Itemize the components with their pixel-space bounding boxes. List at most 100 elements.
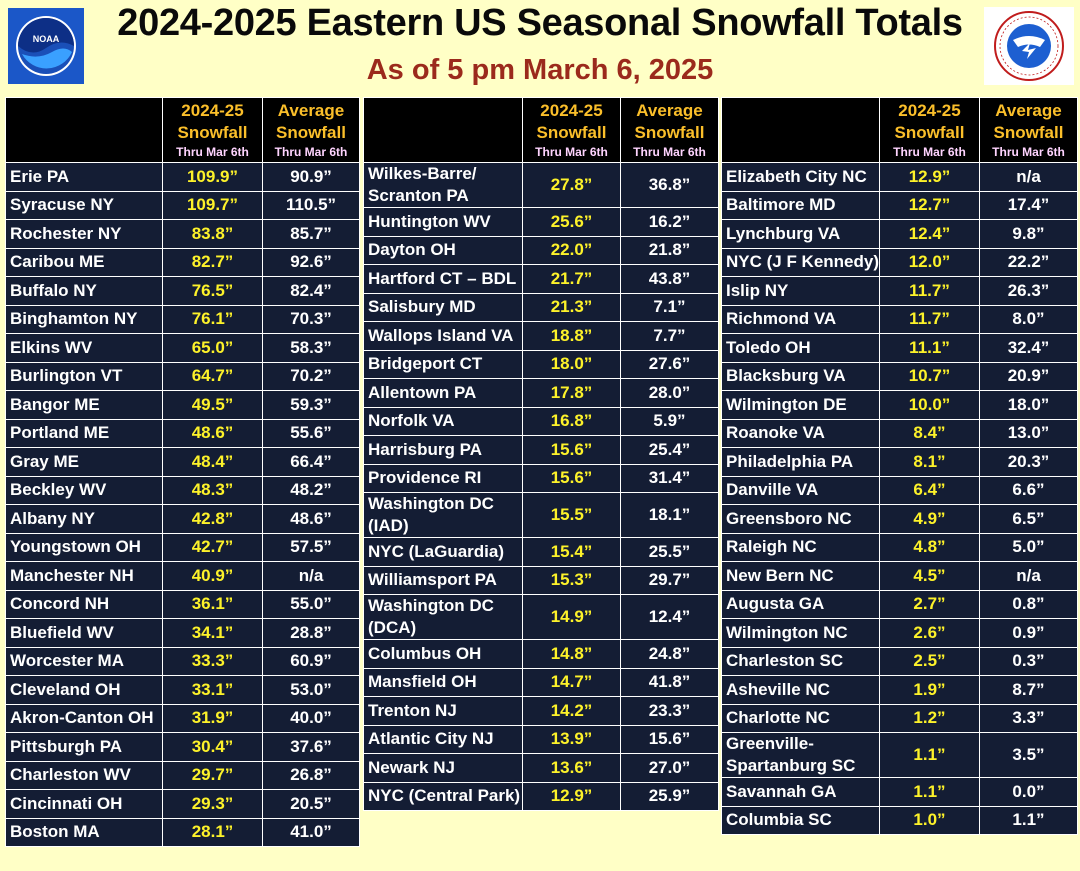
current-snowfall-cell: 15.4” [522,537,621,567]
average-snowfall-cell: 41.0” [262,817,360,847]
city-cell: Newark NJ [363,753,523,783]
table-row: Islip NY 11.7” 26.3” [721,276,1078,306]
current-snowfall-cell: 15.6” [522,463,621,493]
table-row: Erie PA 109.9” 90.9” [5,162,360,192]
current-snowfall-cell: 40.9” [162,561,263,591]
current-snowfall-cell: 64.7” [162,361,263,391]
current-snowfall-cell: 21.3” [522,292,621,322]
current-snowfall-cell: 65.0” [162,333,263,363]
city-cell: NYC (LaGuardia) [363,537,523,567]
table-row: Wilmington NC 2.6” 0.9” [721,618,1078,648]
table-row: Dayton OH 22.0” 21.8” [363,235,719,265]
average-snowfall-cell: 66.4” [262,447,360,477]
average-snowfall-cell: 70.3” [262,304,360,334]
city-cell: Beckley WV [5,475,163,505]
average-snowfall-cell: 60.9” [262,646,360,676]
table-row: Columbia SC 1.0” 1.1” [721,805,1078,835]
table-row: Cincinnati OH 29.3” 20.5” [5,789,360,819]
average-snowfall-cell: 0.8” [979,589,1078,619]
table-row: Washington DC (IAD) 15.5” 18.1” [363,492,719,538]
average-snowfall-cell: 8.0” [979,304,1078,334]
table-row: Danville VA 6.4” 6.6” [721,475,1078,505]
nws-logo [984,7,1074,85]
average-snowfall-cell: 20.9” [979,361,1078,391]
current-snowfall-cell: 31.9” [162,703,263,733]
table-row: Washington DC (DCA) 14.9” 12.4” [363,594,719,640]
table-row: Greensboro NC 4.9” 6.5” [721,504,1078,534]
city-cell: Blacksburg VA [721,361,880,391]
city-cell: Savannah GA [721,777,880,807]
table-row: Burlington VT 64.7” 70.2” [5,361,360,391]
table-row: Charleston SC 2.5” 0.3” [721,646,1078,676]
table-row: Savannah GA 1.1” 0.0” [721,777,1078,807]
current-snowfall-cell: 11.7” [879,304,980,334]
average-snowfall-cell: 55.6” [262,418,360,448]
table-header-row: 2024-25 Snowfall Thru Mar 6th Average Sn… [363,97,719,163]
current-snowfall-cell: 82.7” [162,247,263,277]
average-snowfall-cell: 25.9” [620,781,719,811]
city-cell: Concord NH [5,589,163,619]
average-snowfall-cell: 28.8” [262,618,360,648]
current-snowfall-cell: 29.7” [162,760,263,790]
city-cell: Wilmington NC [721,618,880,648]
table-row: Boston MA 28.1” 41.0” [5,817,360,847]
table-row: Buffalo NY 76.5” 82.4” [5,276,360,306]
header-current-snowfall: 2024-25 Snowfall Thru Mar 6th [879,97,980,163]
average-snowfall-cell: 27.0” [620,753,719,783]
current-snowfall-cell: 22.0” [522,235,621,265]
average-snowfall-cell: 32.4” [979,333,1078,363]
city-cell: Washington DC (IAD) [363,492,523,538]
current-snowfall-cell: 76.5” [162,276,263,306]
current-snowfall-cell: 1.0” [879,805,980,835]
page-title: 2024-2025 Eastern US Seasonal Snowfall T… [117,2,963,44]
city-cell: Rochester NY [5,219,163,249]
average-snowfall-cell: 9.8” [979,219,1078,249]
average-snowfall-cell: 48.2” [262,475,360,505]
city-cell: Raleigh NC [721,532,880,562]
table-row: Beckley WV 48.3” 48.2” [5,475,360,505]
table-row: Charlotte NC 1.2” 3.3” [721,703,1078,733]
table-row: Richmond VA 11.7” 8.0” [721,304,1078,334]
current-snowfall-cell: 18.8” [522,321,621,351]
city-cell: NYC (Central Park) [363,781,523,811]
average-snowfall-cell: 37.6” [262,732,360,762]
average-snowfall-cell: 8.7” [979,675,1078,705]
average-snowfall-cell: 92.6” [262,247,360,277]
city-cell: Providence RI [363,463,523,493]
current-snowfall-cell: 4.9” [879,504,980,534]
current-snowfall-cell: 30.4” [162,732,263,762]
city-cell: Washington DC (DCA) [363,594,523,640]
current-snowfall-cell: 15.5” [522,492,621,538]
city-cell: Allentown PA [363,378,523,408]
svg-text:NOAA: NOAA [33,34,60,44]
city-cell: Bluefield WV [5,618,163,648]
header-average-snowfall: Average Snowfall Thru Mar 6th [979,97,1078,163]
city-cell: Portland ME [5,418,163,448]
table-row: Pittsburgh PA 30.4” 37.6” [5,732,360,762]
current-snowfall-cell: 13.6” [522,753,621,783]
table-row: Newark NJ 13.6” 27.0” [363,753,719,783]
table-row: Binghamton NY 76.1” 70.3” [5,304,360,334]
table-row: NYC (LaGuardia) 15.4” 25.5” [363,537,719,567]
header-current-snowfall: 2024-25 Snowfall Thru Mar 6th [522,97,621,163]
table-row: Raleigh NC 4.8” 5.0” [721,532,1078,562]
table-row: New Bern NC 4.5” n/a [721,561,1078,591]
current-snowfall-cell: 29.3” [162,789,263,819]
average-snowfall-cell: 48.6” [262,504,360,534]
current-snowfall-cell: 76.1” [162,304,263,334]
city-cell: Norfolk VA [363,406,523,436]
table-row: Baltimore MD 12.7” 17.4” [721,190,1078,220]
average-snowfall-cell: 1.1” [979,805,1078,835]
table-header-row: 2024-25 Snowfall Thru Mar 6th Average Sn… [5,97,360,163]
average-snowfall-cell: 110.5” [262,190,360,220]
average-snowfall-cell: 7.7” [620,321,719,351]
average-snowfall-cell: 20.5” [262,789,360,819]
table-row: NYC (Central Park) 12.9” 25.9” [363,781,719,811]
average-snowfall-cell: 3.5” [979,732,1078,778]
noaa-logo: NOAA [8,8,84,84]
city-cell: Boston MA [5,817,163,847]
current-snowfall-cell: 34.1” [162,618,263,648]
table-row: Trenton NJ 14.2” 23.3” [363,696,719,726]
current-snowfall-cell: 18.0” [522,349,621,379]
current-snowfall-cell: 15.3” [522,565,621,595]
